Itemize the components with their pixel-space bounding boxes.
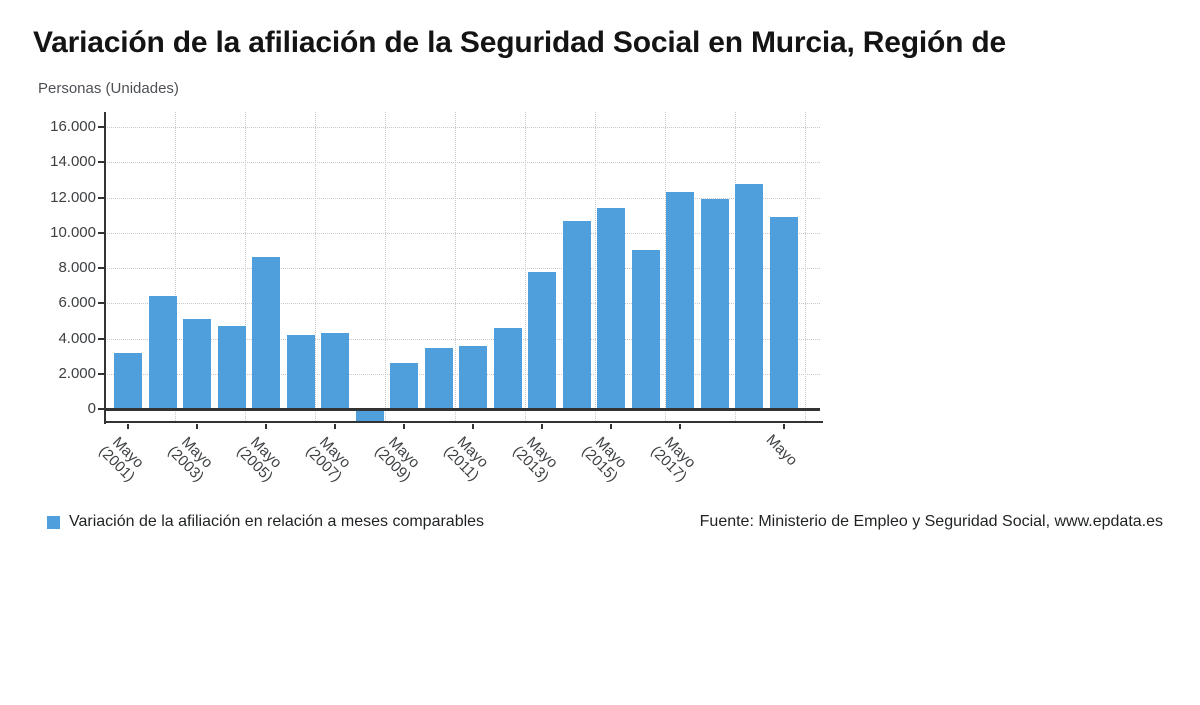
- x-axis-tick: [196, 424, 198, 429]
- bar: [355, 411, 384, 421]
- bar: [424, 348, 453, 409]
- vertical-gridline: [315, 112, 316, 423]
- x-axis-tick: [610, 424, 612, 429]
- horizontal-gridline: [105, 303, 820, 305]
- y-axis-tick: [98, 231, 104, 234]
- y-axis-tick-label: 14.000: [50, 153, 96, 171]
- x-axis-line: [104, 421, 823, 423]
- horizontal-gridline: [105, 232, 820, 234]
- legend-marker-icon: [47, 515, 60, 529]
- y-axis-tick: [98, 372, 104, 375]
- x-axis-tick: [472, 424, 474, 429]
- bar: [114, 352, 142, 409]
- y-axis-line: [104, 112, 106, 424]
- y-axis-tick: [98, 302, 104, 305]
- bar: [148, 296, 177, 409]
- x-axis-tick-label: Mayo (2005): [233, 433, 286, 486]
- bar: [493, 327, 522, 409]
- bar: [700, 199, 729, 409]
- vertical-gridline: [805, 112, 806, 423]
- y-axis-tick-label: 6.000: [58, 294, 96, 312]
- horizontal-gridline: [105, 127, 820, 128]
- x-axis-tick-label: Mayo (2009): [371, 433, 424, 486]
- horizontal-gridline: [105, 268, 820, 269]
- y-axis-tick: [98, 337, 104, 340]
- y-axis-unit-label: Personas (Unidades): [38, 80, 179, 97]
- bar: [769, 216, 798, 409]
- chart-footer: Variación de la afiliación en relación a…: [47, 513, 1163, 531]
- legend-label: Variación de la afiliación en relación a…: [69, 513, 485, 530]
- vertical-gridline: [385, 112, 386, 423]
- bar: [390, 363, 418, 409]
- bar: [666, 192, 694, 409]
- x-axis-tick-label: Mayo (2017): [647, 433, 700, 486]
- horizontal-gridline: [105, 162, 820, 164]
- y-axis-tick-label: 0: [87, 400, 96, 417]
- x-axis-tick: [541, 424, 543, 429]
- x-axis-tick: [403, 424, 405, 429]
- y-axis-tick-label: 16.000: [50, 118, 96, 135]
- bar: [183, 319, 211, 409]
- bar: [597, 208, 625, 409]
- vertical-gridline: [525, 112, 526, 423]
- bar: [528, 272, 556, 409]
- bar: [562, 221, 591, 409]
- y-axis-tick: [98, 126, 104, 128]
- zero-axis-line: [105, 408, 820, 411]
- x-axis-tick-label: Mayo (2007): [302, 433, 355, 486]
- y-axis-tick-label: 2.000: [58, 364, 96, 382]
- vertical-gridline: [175, 112, 176, 423]
- chart-title: Variación de la afiliación de la Segurid…: [33, 26, 1006, 59]
- bar: [631, 250, 660, 409]
- y-axis-tick: [98, 196, 104, 199]
- bar: [459, 346, 487, 409]
- y-axis-tick-label: 4.000: [58, 329, 96, 347]
- vertical-gridline: [245, 112, 246, 423]
- bar: [321, 333, 349, 409]
- vertical-gridline: [595, 112, 596, 423]
- y-axis-tick-label: 10.000: [50, 223, 96, 241]
- y-axis-tick: [98, 408, 104, 410]
- x-axis-tick-label: Mayo (2015): [578, 433, 631, 486]
- y-axis-tick: [98, 161, 104, 164]
- x-axis-tick: [127, 424, 129, 429]
- x-axis-tick-label: Mayo (2011): [440, 433, 492, 485]
- bar: [217, 326, 246, 409]
- bar: [286, 334, 315, 409]
- y-axis-tick-label: 8.000: [58, 259, 96, 276]
- y-axis-tick-label: 12.000: [50, 188, 96, 206]
- plot-area: [105, 112, 820, 423]
- x-axis-tick: [265, 424, 267, 429]
- x-axis-tick-label: Mayo (2003): [164, 433, 217, 486]
- vertical-gridline: [665, 112, 666, 423]
- x-axis-tick: [679, 424, 681, 429]
- vertical-gridline: [455, 112, 456, 423]
- legend-item: Variación de la afiliación en relación a…: [47, 513, 484, 531]
- bar: [735, 184, 763, 409]
- x-axis-tick-label: Mayo: [762, 431, 801, 470]
- x-axis-tick: [782, 424, 785, 429]
- x-axis-tick: [334, 424, 336, 429]
- x-axis-tick-label: Mayo (2001): [95, 433, 148, 486]
- x-axis-tick-label: Mayo (2013): [509, 433, 562, 486]
- source-attribution: Fuente: Ministerio de Empleo y Seguridad…: [699, 513, 1163, 530]
- horizontal-gridline: [105, 338, 820, 340]
- horizontal-gridline: [105, 197, 820, 199]
- y-axis-tick: [98, 267, 104, 269]
- bar: [252, 256, 280, 409]
